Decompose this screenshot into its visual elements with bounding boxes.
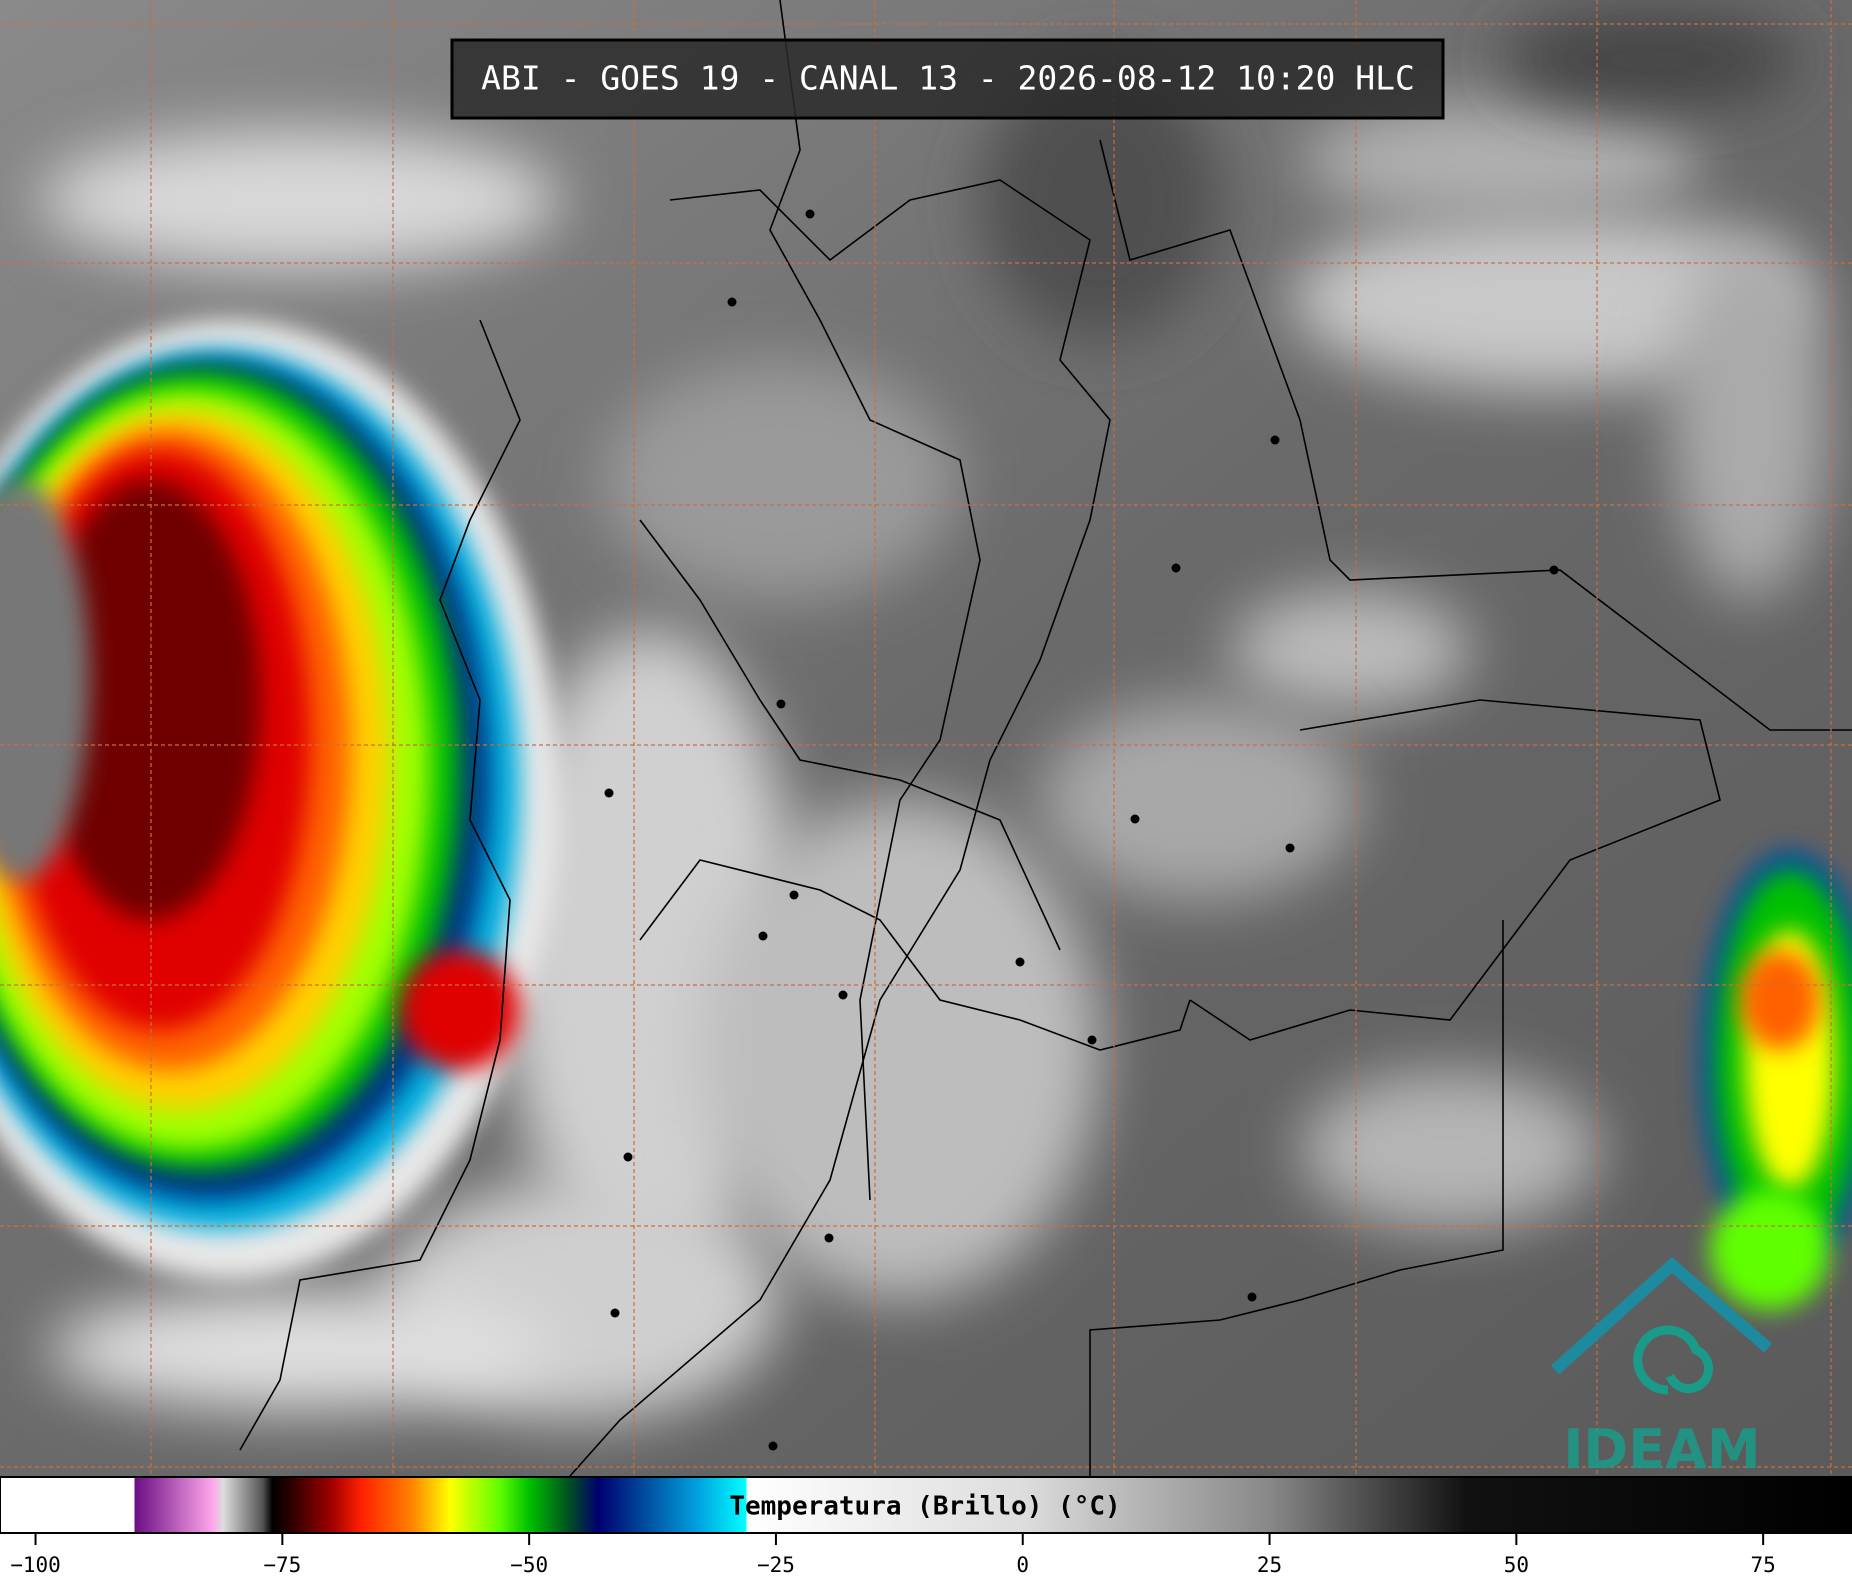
city [768, 1441, 778, 1451]
tick-label: 50 [1504, 1553, 1529, 1577]
cities [604, 209, 1559, 1451]
cloud [600, 360, 960, 600]
border [1099, 139, 1852, 731]
tick-label: −50 [510, 1553, 548, 1577]
storm-cell [40, 480, 260, 920]
cloud [1300, 1070, 1600, 1230]
cloud [980, 60, 1220, 340]
logo-roof [1550, 1257, 1772, 1375]
tick-label: −25 [757, 1553, 795, 1577]
logo: IDEAM [1550, 1257, 1772, 1481]
border [639, 859, 1191, 1051]
border [639, 519, 1061, 951]
city [610, 1308, 620, 1318]
colorbar-ticks: −100 −75 −50 −25 0 25 50 75 [10, 1533, 1776, 1577]
tick-label: −75 [263, 1553, 301, 1577]
city [824, 1233, 834, 1243]
colorbar [0, 1476, 1852, 1534]
logo-text: IDEAM [1563, 1418, 1760, 1481]
city [1270, 435, 1280, 445]
cloud [1670, 240, 1830, 600]
border [1189, 699, 1721, 1041]
tick-label: 0 [1016, 1553, 1029, 1577]
cloud [50, 1290, 550, 1410]
storm-cell [1710, 1190, 1830, 1310]
cloud [1040, 700, 1360, 900]
city [1247, 1292, 1257, 1302]
cloud [1500, 10, 1800, 110]
cloud [40, 130, 560, 270]
clouds [40, 10, 1830, 1420]
city [1171, 563, 1181, 573]
city [776, 699, 786, 709]
city [604, 788, 614, 798]
city [1087, 1035, 1097, 1045]
storm [0, 320, 1852, 1310]
storm-cell [400, 950, 520, 1070]
border [769, 0, 981, 1201]
city [727, 297, 737, 307]
storm-cell [1740, 950, 1820, 1050]
city [1015, 957, 1025, 967]
tick-label: 75 [1751, 1553, 1776, 1577]
title: ABI - GOES 19 - CANAL 13 - 2026-08-12 10… [481, 59, 1415, 98]
city [758, 931, 768, 941]
logo-swirl [1633, 1325, 1714, 1395]
border [239, 319, 521, 1451]
tick-label: 25 [1257, 1553, 1282, 1577]
city [1130, 814, 1140, 824]
border [569, 179, 1111, 1477]
title-box [450, 38, 1445, 120]
city [789, 890, 799, 900]
cloud [700, 800, 1100, 1300]
city [805, 209, 815, 219]
city [623, 1152, 633, 1162]
city [1549, 565, 1559, 575]
cloud [1230, 590, 1470, 710]
borders [239, 0, 1852, 1477]
storm-cell [0, 480, 90, 880]
cloud [1300, 100, 1700, 220]
border [1089, 920, 1504, 1476]
colorbar-label: Temperatura (Brillo) (°C) [729, 1492, 1120, 1522]
city [1285, 843, 1295, 853]
tick-label: −100 [10, 1553, 61, 1577]
grid [0, 0, 1852, 1476]
city [838, 990, 848, 1000]
